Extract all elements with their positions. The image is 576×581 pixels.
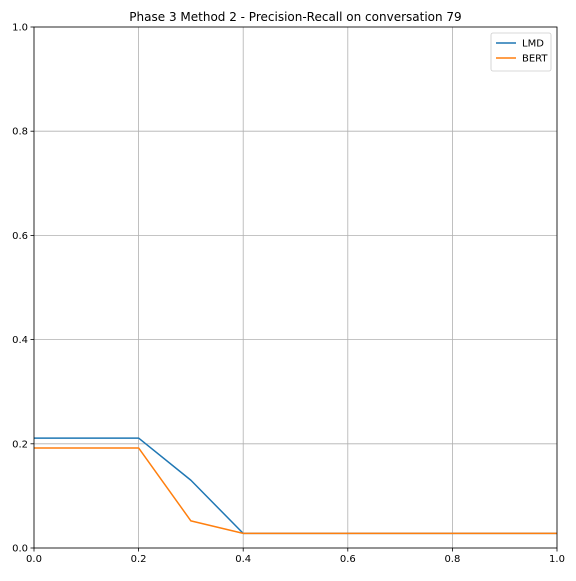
y-tick-label: 0.8 (12, 127, 28, 138)
x-tick-label: 0.8 (444, 554, 460, 565)
chart-title: Phase 3 Method 2 - Precision-Recall on c… (129, 10, 461, 24)
y-tick-label: 0.2 (12, 439, 28, 450)
legend-label-lmd: LMD (522, 39, 544, 50)
x-tick-label: 0.6 (340, 554, 356, 565)
x-tick-label: 0.2 (131, 554, 147, 565)
legend: LMD BERT (490, 32, 552, 72)
plot-frame (33, 26, 558, 549)
axis-ticks: 0.0 0.2 0.4 0.6 0.8 1.0 0.0 0.2 0.4 0.6 0.8 1.0 (12, 23, 565, 566)
x-tick-label: 0.0 (26, 554, 42, 565)
series-line-bert (34, 447, 557, 535)
y-tick-label: 1.0 (12, 23, 28, 34)
y-tick-label: 0.6 (12, 231, 28, 242)
series-lines (34, 437, 557, 535)
legend-label-bert: BERT (522, 54, 548, 65)
y-tick-label: 0.0 (12, 544, 28, 555)
x-tick-label: 0.4 (235, 554, 251, 565)
y-tick-label: 0.4 (12, 335, 28, 346)
x-tick-label: 1.0 (549, 554, 565, 565)
